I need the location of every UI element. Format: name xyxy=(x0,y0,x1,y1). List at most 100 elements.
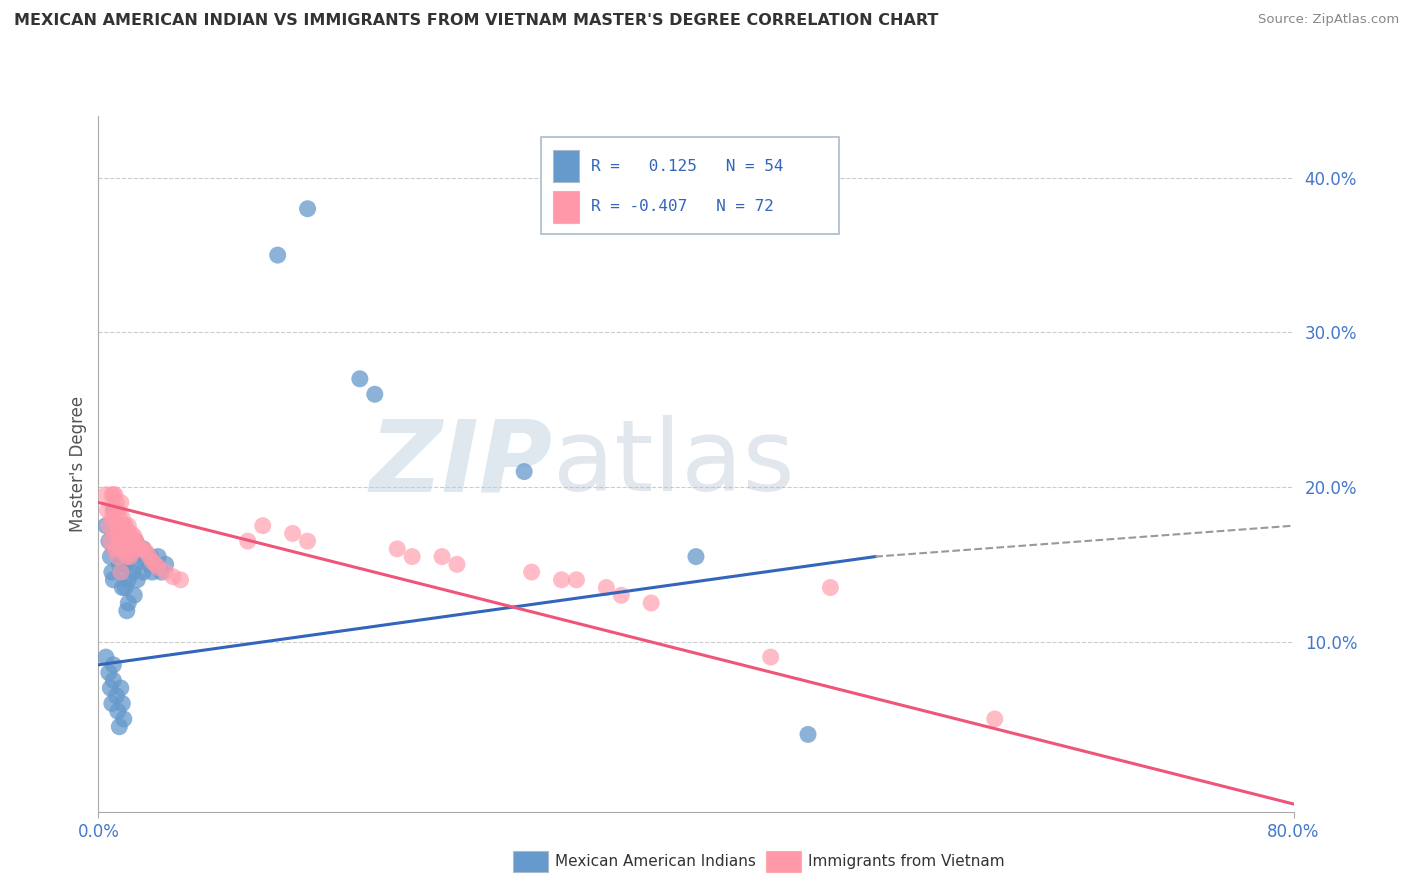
Point xyxy=(110,518,132,533)
Point xyxy=(797,727,820,741)
Point xyxy=(297,202,319,216)
Point xyxy=(640,596,662,610)
Point xyxy=(103,541,125,556)
Point xyxy=(110,495,132,509)
Point xyxy=(107,541,129,556)
Point xyxy=(107,704,129,718)
Point xyxy=(297,534,319,549)
Point xyxy=(595,581,617,595)
Point xyxy=(110,518,132,533)
Text: ZIP: ZIP xyxy=(370,416,553,512)
Point xyxy=(111,511,134,525)
Point xyxy=(685,549,707,564)
Point xyxy=(107,526,129,541)
Point xyxy=(103,526,125,541)
Point xyxy=(108,534,131,549)
Point xyxy=(94,650,117,665)
Point xyxy=(117,573,139,587)
Point xyxy=(117,539,139,553)
Point xyxy=(155,558,177,572)
Point xyxy=(550,573,572,587)
Point xyxy=(114,541,136,556)
Point xyxy=(148,549,170,564)
Point xyxy=(107,503,129,517)
Point xyxy=(110,541,132,556)
Point xyxy=(103,657,125,672)
Point xyxy=(114,558,136,572)
Point xyxy=(141,554,163,568)
Point xyxy=(107,549,129,564)
Point xyxy=(97,665,120,680)
Point xyxy=(124,529,146,543)
Point xyxy=(983,712,1005,726)
Point xyxy=(96,503,118,517)
Point xyxy=(117,518,139,533)
Point xyxy=(98,681,122,695)
Point xyxy=(110,541,132,556)
Point xyxy=(104,488,127,502)
Point xyxy=(101,511,124,525)
Point xyxy=(162,570,184,584)
Point xyxy=(135,545,157,559)
Point xyxy=(104,511,127,525)
Point xyxy=(101,565,124,579)
Point xyxy=(111,697,134,711)
Text: R = -0.407   N = 72: R = -0.407 N = 72 xyxy=(592,200,775,214)
Point xyxy=(94,518,117,533)
Point xyxy=(112,518,135,533)
Point xyxy=(169,573,191,587)
Point xyxy=(565,573,588,587)
Text: MEXICAN AMERICAN INDIAN VS IMMIGRANTS FROM VIETNAM MASTER'S DEGREE CORRELATION C: MEXICAN AMERICAN INDIAN VS IMMIGRANTS FR… xyxy=(14,13,938,29)
Point xyxy=(111,581,134,595)
Point xyxy=(125,534,148,549)
Point xyxy=(103,503,125,517)
Y-axis label: Master's Degree: Master's Degree xyxy=(69,396,87,532)
Point xyxy=(103,488,125,502)
Point xyxy=(150,565,173,579)
Point xyxy=(117,549,139,564)
Text: atlas: atlas xyxy=(553,416,794,512)
Point xyxy=(364,387,387,401)
Point xyxy=(132,541,155,556)
Point xyxy=(101,488,124,502)
Point xyxy=(759,650,782,665)
Point xyxy=(114,581,136,595)
Point xyxy=(115,526,138,541)
Point xyxy=(141,565,163,579)
Point xyxy=(349,372,371,386)
Point xyxy=(446,558,468,572)
Point xyxy=(138,549,160,564)
Point xyxy=(118,529,141,543)
Point xyxy=(111,534,134,549)
Point xyxy=(108,511,131,525)
Point xyxy=(252,518,274,533)
Point xyxy=(143,558,166,572)
Point xyxy=(129,541,152,556)
Point xyxy=(105,518,128,533)
Point xyxy=(105,495,128,509)
Point xyxy=(112,541,135,556)
Point xyxy=(97,534,120,549)
Point xyxy=(103,673,125,688)
Point xyxy=(430,549,453,564)
Point xyxy=(401,549,423,564)
Point xyxy=(148,560,170,574)
Point xyxy=(110,565,132,579)
Point xyxy=(385,541,409,556)
Point xyxy=(108,558,131,572)
Point xyxy=(124,588,146,602)
Text: Source: ZipAtlas.com: Source: ZipAtlas.com xyxy=(1258,13,1399,27)
Point xyxy=(103,541,125,556)
Point xyxy=(127,539,149,553)
Point xyxy=(118,549,141,564)
Point xyxy=(97,518,120,533)
Point xyxy=(127,573,149,587)
Point xyxy=(115,604,138,618)
Point xyxy=(281,526,304,541)
Point xyxy=(135,549,157,564)
Point xyxy=(129,549,152,564)
Point xyxy=(513,465,536,479)
Point xyxy=(132,541,155,556)
Text: Mexican American Indians: Mexican American Indians xyxy=(555,855,756,869)
Point xyxy=(120,541,142,556)
